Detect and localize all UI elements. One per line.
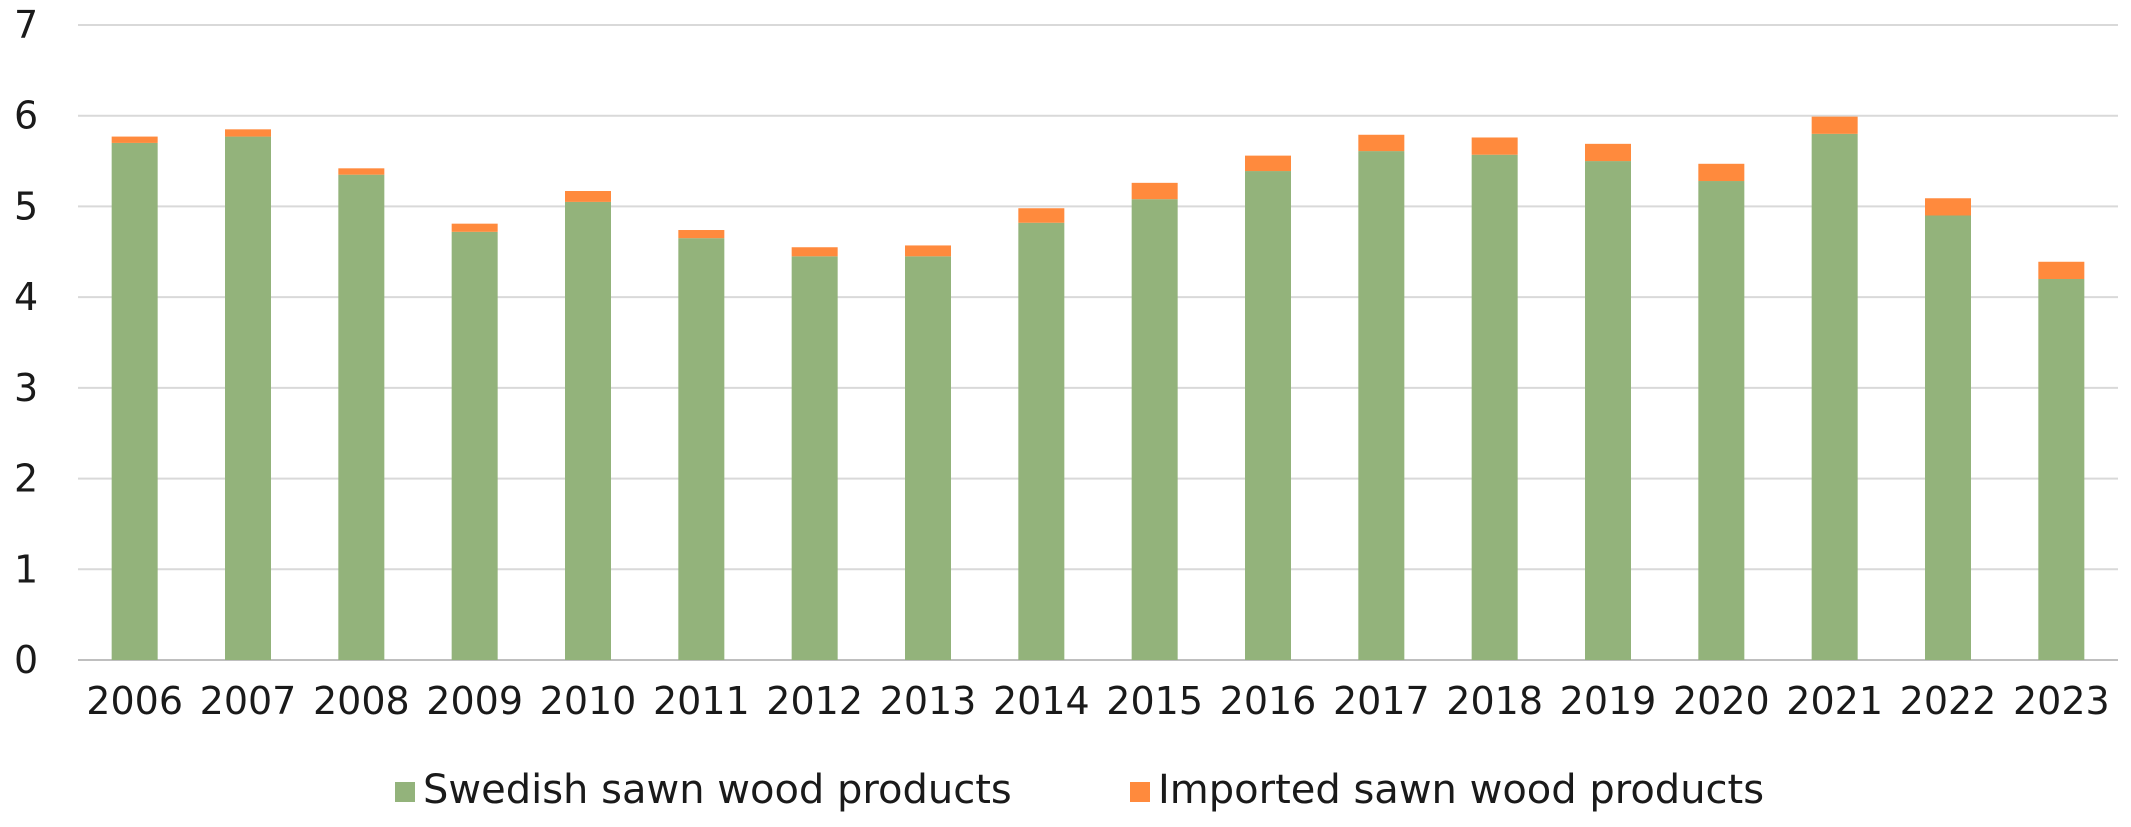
bar-imported-2019 (1585, 143, 1631, 162)
bar-swedish-2010 (565, 201, 611, 660)
bar-swedish-2018 (1471, 154, 1518, 660)
x-axis-tick-labels: 2006 2007 2008 2009 2010 2011 2012 2013 2014 2015… (86, 679, 2109, 723)
bar-imported-2015 (1131, 182, 1178, 200)
legend-item: Swedish sawn wood products (395, 767, 1012, 813)
x-tick-label: 2008 (313, 679, 410, 723)
bar-swedish-2006 (111, 142, 158, 660)
x-tick-label: 2007 (200, 679, 297, 723)
legend-label: Imported sawn wood products (1158, 767, 1764, 813)
bar-swedish-2013 (905, 256, 951, 660)
bar-swedish-2009 (451, 231, 498, 661)
bar-imported-2007 (225, 129, 271, 137)
x-tick-label: 2019 (1560, 679, 1657, 723)
bar-swedish-2023 (2038, 279, 2085, 660)
bar-imported-2014 (1018, 208, 1065, 223)
bar-imported-2011 (678, 230, 725, 239)
bar-swedish-2019 (1585, 161, 1631, 661)
bar-swedish-2020 (1698, 181, 1745, 660)
bar-imported-2017 (1358, 134, 1405, 152)
x-tick-label: 2006 (86, 679, 183, 723)
bar-imported-2006 (111, 136, 158, 143)
x-tick-label: 2017 (1333, 679, 1430, 723)
y-tick-label: 2 (14, 457, 38, 501)
x-tick-label: 2015 (1106, 679, 1203, 723)
bar-imported-2018 (1471, 137, 1518, 155)
x-tick-label: 2010 (540, 679, 637, 723)
bar-swedish-2012 (791, 256, 838, 660)
legend-label: Swedish sawn wood products (423, 767, 1012, 813)
x-tick-label: 2018 (1446, 679, 1543, 723)
bar-swedish-2022 (1925, 215, 1971, 660)
bar-imported-2009 (451, 223, 498, 232)
bar-imported-2021 (1811, 116, 1858, 134)
y-tick-label: 6 (14, 94, 38, 138)
x-tick-label: 2021 (1786, 679, 1883, 723)
y-tick-label: 1 (14, 547, 38, 591)
bar-swedish-2008 (338, 174, 385, 660)
y-tick-label: 4 (14, 275, 38, 319)
x-tick-label: 2016 (1220, 679, 1317, 723)
x-tick-label: 2012 (766, 679, 863, 723)
bar-imported-2016 (1245, 155, 1291, 172)
bar-imported-2022 (1925, 198, 1971, 216)
bar-swedish-2011 (678, 238, 725, 660)
x-tick-label: 2011 (653, 679, 750, 723)
y-axis-tick-labels: 0 1 2 3 4 5 6 7 (14, 3, 38, 682)
bar-imported-2020 (1698, 163, 1745, 182)
bar-swedish-2016 (1245, 171, 1291, 661)
legend-swatch (395, 782, 415, 802)
x-tick-label: 2009 (426, 679, 523, 723)
bar-swedish-2007 (225, 136, 271, 661)
bar-swedish-2017 (1358, 151, 1405, 661)
bar-imported-2023 (2038, 261, 2085, 279)
legend-item: Imported sawn wood products (1130, 767, 1764, 813)
bar-swedish-2015 (1131, 199, 1178, 660)
y-tick-label: 7 (14, 3, 38, 47)
y-tick-label: 0 (14, 638, 38, 682)
x-tick-label: 2014 (993, 679, 1090, 723)
bar-swedish-2021 (1811, 133, 1858, 660)
x-tick-label: 2013 (880, 679, 977, 723)
bar-swedish-2014 (1018, 222, 1065, 660)
bar-imported-2010 (565, 191, 611, 202)
bar-imported-2013 (905, 245, 951, 257)
x-tick-label: 2022 (1900, 679, 1997, 723)
x-tick-label: 2020 (1673, 679, 1770, 723)
bars (111, 116, 2085, 661)
y-tick-label: 3 (14, 366, 38, 410)
bar-imported-2008 (338, 168, 385, 175)
bar-imported-2012 (791, 247, 838, 257)
gridlines (78, 24, 2118, 661)
x-tick-label: 2023 (2013, 679, 2110, 723)
legend-swatch (1130, 782, 1150, 802)
legend: Swedish sawn wood products Imported sawn … (395, 767, 1764, 813)
y-tick-label: 5 (14, 184, 38, 228)
